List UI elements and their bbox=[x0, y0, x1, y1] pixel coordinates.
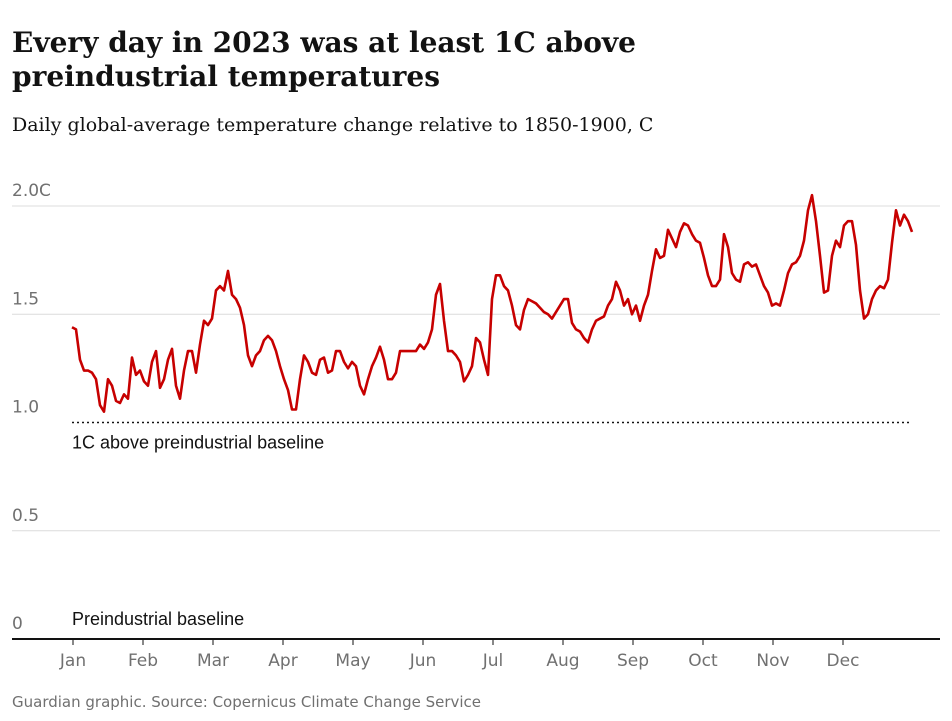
x-tick-label: Jul bbox=[482, 651, 504, 671]
x-tick-label: Apr bbox=[268, 651, 297, 671]
x-tick-label: Jun bbox=[409, 651, 437, 671]
x-tick-label: May bbox=[335, 651, 370, 671]
x-tick-label: Oct bbox=[688, 651, 718, 671]
x-tick-label: Mar bbox=[197, 651, 229, 671]
x-tick-label: Dec bbox=[827, 651, 860, 671]
x-tick-label: Feb bbox=[128, 651, 158, 671]
temperature-line bbox=[71, 193, 914, 413]
y-tick-label: 0.5 bbox=[12, 506, 39, 526]
x-tick-label: Sep bbox=[617, 651, 649, 671]
x-tick-label: Aug bbox=[546, 651, 579, 671]
chart-title: Every day in 2023 was at least 1C above p… bbox=[12, 26, 636, 93]
reference-label: 1C above preindustrial baseline bbox=[72, 433, 324, 453]
x-tick-label: Jan bbox=[59, 651, 86, 671]
x-tick-label: Nov bbox=[756, 651, 789, 671]
reference-label: Preindustrial baseline bbox=[72, 609, 244, 629]
y-tick-label: 2.0C bbox=[12, 181, 51, 201]
chart-subtitle: Daily global-average temperature change … bbox=[12, 114, 653, 136]
y-tick-label: 1.0 bbox=[12, 398, 39, 418]
y-tick-label: 0 bbox=[12, 614, 23, 634]
source-note: Guardian graphic. Source: Copernicus Cli… bbox=[12, 693, 481, 711]
y-tick-label: 1.5 bbox=[12, 289, 39, 309]
